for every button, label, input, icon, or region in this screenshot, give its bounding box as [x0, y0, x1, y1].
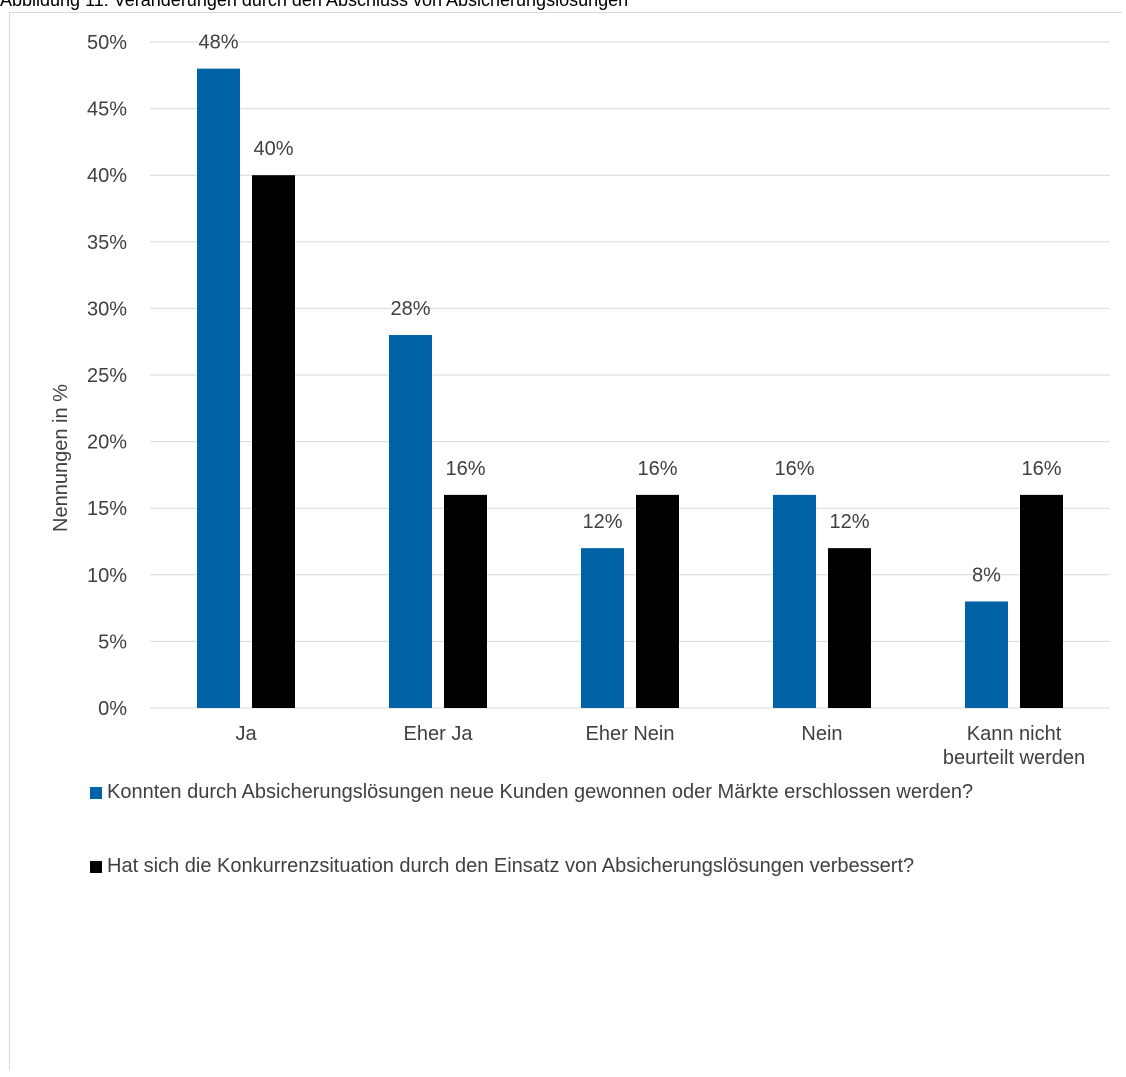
data-label-series-1: 12%	[582, 511, 622, 533]
legend-label-series-1: Konnten durch Absicherungslösungen neue …	[107, 781, 974, 803]
data-label-series-1: 8%	[972, 564, 1001, 586]
gridlines	[150, 41, 1110, 709]
bars	[197, 68, 1063, 708]
y-tick-label: 10%	[87, 565, 127, 587]
bar-series-1	[965, 601, 1008, 708]
y-tick-label: 15%	[87, 498, 127, 520]
bar-series-1	[197, 68, 240, 708]
bar-series-2	[444, 494, 487, 708]
bar-series-2	[828, 548, 871, 708]
bar-series-2	[636, 494, 679, 708]
x-category-label: Ja	[235, 723, 257, 745]
y-tick-label: 20%	[87, 432, 127, 454]
legend-item-series-1: Konnten durch Absicherungslösungen neue …	[90, 780, 1070, 805]
data-label-series-2: 16%	[1021, 458, 1061, 480]
x-category-label: Kann nicht beurteilt werden	[943, 723, 1085, 769]
y-tick-label: 5%	[98, 631, 127, 653]
legend-swatch-series-1	[90, 787, 102, 799]
bar-series-2	[252, 175, 295, 708]
data-labels: 48% 40% 28% 16% 12% 16% 16% 12% 8% 16%	[198, 32, 1061, 587]
bar-series-2	[1020, 494, 1063, 708]
data-label-series-1: 28%	[390, 298, 430, 320]
data-label-series-2: 40%	[253, 138, 293, 160]
y-axis-title: Nennungen in %	[50, 384, 72, 532]
data-label-series-2: 16%	[445, 458, 485, 480]
y-tick-label: 45%	[87, 99, 127, 121]
legend-swatch-series-2	[90, 861, 102, 873]
data-label-series-1: 48%	[198, 32, 238, 54]
figure-caption: Abbildung 11: Veränderungen durch den Ab…	[0, 0, 629, 10]
bar-series-1	[773, 494, 816, 708]
legend-item-series-2: Hat sich die Konkurrenzsituation durch d…	[90, 854, 1070, 879]
x-category-label: Eher Nein	[586, 723, 675, 745]
y-axis-ticks: 0% 5% 10% 15% 20% 25% 30% 35% 40% 45% 50%	[87, 32, 127, 720]
chart-frame	[9, 12, 1122, 1070]
x-axis-categories: Ja Eher Ja Eher Nein Nein Kann nicht beurteil…	[235, 723, 1085, 769]
y-tick-label: 30%	[87, 298, 127, 320]
y-tick-label: 50%	[87, 32, 127, 54]
data-label-series-2: 16%	[637, 458, 677, 480]
legend-label-series-2: Hat sich die Konkurrenzsituation durch d…	[107, 855, 915, 877]
y-tick-label: 0%	[98, 698, 127, 720]
y-tick-label: 35%	[87, 232, 127, 254]
x-category-label: Nein	[801, 723, 842, 745]
y-tick-label: 40%	[87, 165, 127, 187]
bar-series-1	[389, 335, 432, 708]
data-label-series-1: 16%	[774, 458, 814, 480]
y-tick-label: 25%	[87, 365, 127, 387]
data-label-series-2: 12%	[829, 511, 869, 533]
x-category-label: Eher Ja	[404, 723, 474, 745]
bar-series-1	[581, 548, 624, 708]
